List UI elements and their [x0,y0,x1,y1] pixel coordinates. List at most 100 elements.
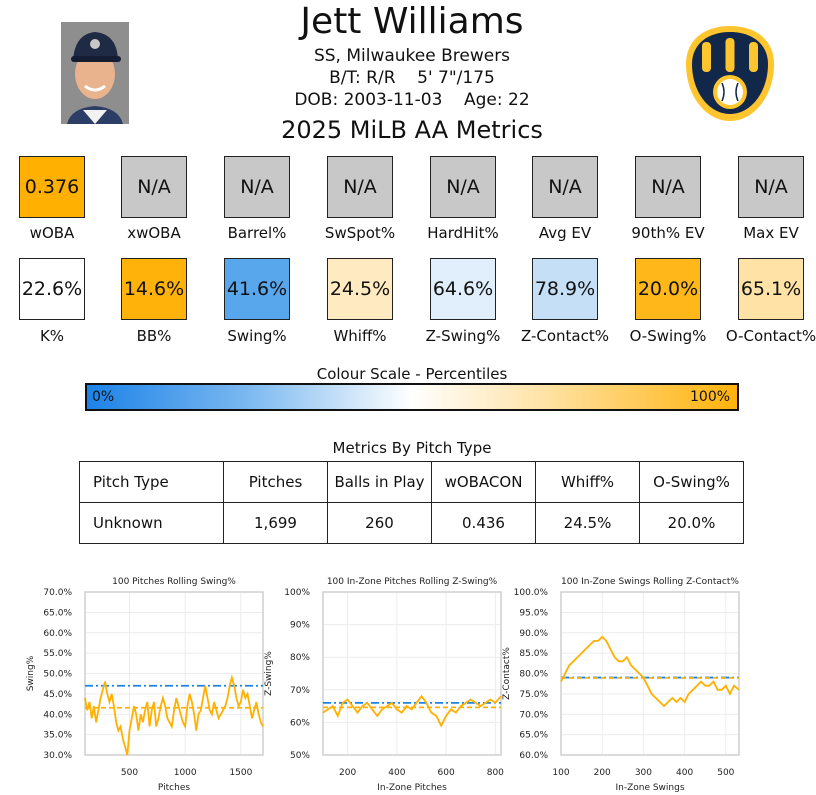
y-tick-label: 90.0% [519,629,548,639]
plot-frame [84,591,264,756]
team-logo [686,26,774,121]
y-tick-label: 70% [290,686,310,696]
y-tick-label: 80% [290,653,310,663]
metric-box: N/A [635,156,701,218]
y-tick-label: 80.0% [519,670,548,680]
plot-frame [322,591,502,756]
cell-wobacon: 0.436 [431,502,536,544]
cell-o-swing: 20.0% [639,502,744,544]
metric-label: SwSpot% [324,224,396,242]
x-tick-label: 600 [438,768,455,778]
metric-box: N/A [532,156,598,218]
metric-box: 41.6% [224,258,290,320]
metric-box: N/A [121,156,187,218]
y-tick-label: 60.0% [519,751,548,761]
metric-label: xwOBA [127,224,181,242]
y-tick-label: 95.0% [519,608,548,618]
y-axis-label: Z-Contact% [502,647,512,700]
metric-label: K% [39,327,65,345]
table-row: Unknown 1,699 260 0.436 24.5% 20.0% [79,502,744,544]
x-tick-label: 500 [717,768,734,778]
metric-box: 24.5% [327,258,393,320]
x-tick-label: 1500 [229,768,252,778]
x-axis-label: Pitches [158,783,190,793]
metric-box: 14.6% [121,258,187,320]
player-bats-throws: B/T: R/R 5' 7"/175 [329,68,495,88]
metric-label: wOBA [29,224,75,242]
rolling-series-line [84,674,264,756]
chart-title: 100 In-Zone Swings Rolling Z-Contact% [561,577,739,587]
metric-box: 20.0% [635,258,701,320]
y-tick-label: 75.0% [519,690,548,700]
x-tick-label: 200 [594,768,611,778]
y-tick-label: 60.0% [43,629,72,639]
rolling-series-line [322,694,502,728]
header-pitches: Pitches [223,461,328,503]
metric-box: N/A [224,156,290,218]
colour-scale-high-label: 100% [690,389,731,405]
player-name: Jett Williams [300,1,524,42]
season-title: 2025 MiLB AA Metrics [281,116,543,144]
metric-box: N/A [430,156,496,218]
player-position-team: SS, Milwaukee Brewers [313,46,511,66]
chart-title: 100 Pitches Rolling Swing% [112,577,236,587]
cell-pitches: 1,699 [223,502,328,544]
metric-box: 0.376 [19,156,85,218]
y-tick-label: 40.0% [43,710,72,720]
y-tick-label: 65.0% [43,608,72,618]
x-tick-label: 400 [388,768,405,778]
x-tick-label: 300 [635,768,652,778]
header-pitch-type: Pitch Type [79,461,224,503]
colour-scale-low-label: 0% [92,389,115,405]
metric-label: BB% [136,327,172,345]
metric-box: N/A [738,156,804,218]
metric-label: Z-Contact% [520,327,610,345]
header-o-swing: O-Swing% [639,461,744,503]
y-tick-label: 60% [290,718,310,728]
metric-box: 78.9% [532,258,598,320]
x-tick-label: 100 [552,768,569,778]
y-tick-label: 70.0% [519,710,548,720]
header-wobacon: wOBACON [431,461,536,503]
plot-frame [560,591,740,756]
metric-box: 64.6% [430,258,496,320]
y-tick-label: 55.0% [43,649,72,659]
metric-box: N/A [327,156,393,218]
player-headshot [61,22,129,124]
metric-label: Z-Swing% [425,327,501,345]
rolling-series-line [560,635,740,708]
pitch-type-table: Pitch Type Pitches Balls in Play wOBACON… [79,461,744,544]
metric-label: 90th% EV [631,224,705,242]
cell-pitch-type: Unknown [79,502,224,544]
cell-whiff: 24.5% [535,502,640,544]
y-axis-label: Swing% [26,655,36,691]
metric-label: Avg EV [538,224,592,242]
y-axis-label: Z-Swing% [264,651,274,696]
metric-label: O-Swing% [629,327,707,345]
metric-label: O-Contact% [725,327,816,345]
y-tick-label: 45.0% [43,690,72,700]
x-axis-label: In-Zone Pitches [377,783,447,793]
y-tick-label: 100% [284,588,310,598]
x-axis-label: In-Zone Swings [615,783,684,793]
cell-balls-in-play: 260 [327,502,432,544]
y-tick-label: 50.0% [43,670,72,680]
header-balls-in-play: Balls in Play [327,461,432,503]
y-tick-label: 35.0% [43,731,72,741]
header-whiff: Whiff% [535,461,640,503]
y-tick-label: 85.0% [519,649,548,659]
x-tick-label: 200 [339,768,356,778]
y-tick-label: 65.0% [519,731,548,741]
metric-label: Swing% [227,327,287,345]
x-tick-label: 400 [676,768,693,778]
x-tick-label: 800 [487,768,504,778]
table-header-row: Pitch Type Pitches Balls in Play wOBACON… [79,461,744,503]
metric-label: Barrel% [227,224,287,242]
metric-label: HardHit% [427,224,499,242]
colour-scale-title: Colour Scale - Percentiles [316,365,508,383]
metric-label: Whiff% [333,327,387,345]
metric-box: 22.6% [19,258,85,320]
x-tick-label: 500 [121,768,138,778]
chart-title: 100 In-Zone Pitches Rolling Z-Swing% [327,577,498,587]
rolling-swing-chart: 100 Pitches Rolling Swing% 30.0% 35.0% 40.0… [26,577,740,793]
